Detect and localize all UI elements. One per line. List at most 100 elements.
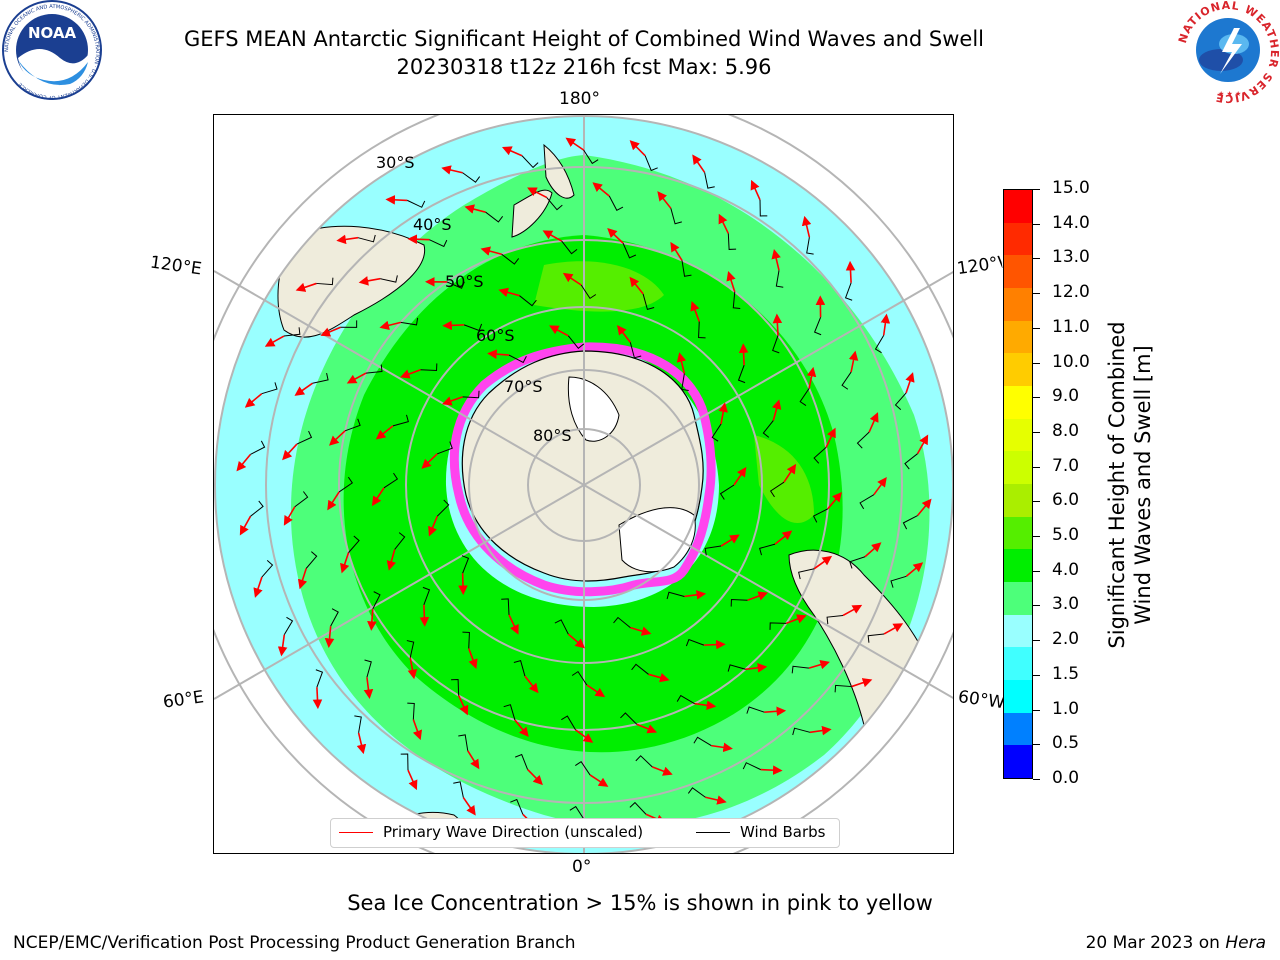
lat-label-80s: 80°S bbox=[533, 426, 572, 445]
wind-barb bbox=[644, 155, 658, 172]
wind-barb bbox=[704, 545, 722, 556]
colorbar-tick bbox=[1033, 327, 1040, 329]
wind-barb bbox=[503, 704, 516, 721]
colorbar-tick-label: 1.5 bbox=[1052, 663, 1080, 684]
wave-direction-arrow bbox=[806, 366, 817, 389]
wave-direction-arrow bbox=[457, 695, 469, 716]
footer-branch: NCEP/EMC/Verification Post Processing Pr… bbox=[13, 933, 576, 953]
wave-direction-arrow bbox=[562, 272, 582, 286]
lon-label-60w: 60°W bbox=[956, 686, 1005, 714]
wave-direction-arrow bbox=[277, 634, 288, 657]
colorbar-tick-label: 3.0 bbox=[1052, 594, 1080, 615]
wind-barb bbox=[462, 631, 470, 649]
colorbar-cell bbox=[1004, 385, 1032, 419]
wind-barb bbox=[681, 373, 689, 391]
lat-label-50s: 50°S bbox=[445, 272, 484, 291]
wind-barb bbox=[250, 440, 266, 455]
wave-direction-arrow bbox=[629, 140, 646, 157]
lon-label-0: 0° bbox=[572, 857, 592, 877]
colorbar-cell bbox=[1004, 320, 1032, 354]
wind-barb bbox=[759, 199, 768, 217]
wind-barb bbox=[775, 270, 784, 288]
wave-direction-arrow bbox=[774, 530, 793, 545]
wave-direction-arrow bbox=[607, 228, 624, 244]
wave-direction-arrow bbox=[636, 723, 658, 734]
wave-direction-arrow bbox=[827, 492, 842, 510]
wind-barb bbox=[400, 753, 409, 771]
wave-direction-arrow bbox=[905, 562, 924, 577]
colorbar-tick-label: 13.0 bbox=[1052, 247, 1090, 268]
wave-direction-arrow bbox=[524, 675, 539, 694]
colorbar bbox=[1003, 189, 1033, 779]
colorbar-cell bbox=[1004, 451, 1032, 484]
wind-barb bbox=[730, 599, 748, 607]
wind-barb bbox=[546, 197, 563, 211]
lat-label-40s: 40°S bbox=[413, 215, 452, 234]
legend-wave-swatch bbox=[339, 832, 373, 833]
wave-direction-arrow bbox=[565, 137, 585, 151]
wind-barb bbox=[348, 535, 360, 553]
wave-direction-arrow bbox=[498, 287, 520, 298]
wind-barb bbox=[629, 801, 647, 815]
wave-direction-arrow bbox=[441, 165, 463, 175]
colorbar-tick-label: 11.0 bbox=[1052, 316, 1090, 337]
colorbar-tick bbox=[1033, 258, 1040, 260]
wave-direction-arrow bbox=[567, 633, 586, 649]
wind-barb bbox=[841, 371, 852, 390]
wind-barb bbox=[501, 598, 510, 615]
wind-barb bbox=[296, 430, 313, 445]
wind-barb bbox=[400, 317, 419, 326]
chart-subtitle: 20230318 t12z 216h fcst Max: 5.96 bbox=[396, 55, 772, 79]
wind-barb bbox=[631, 663, 649, 675]
wind-barb bbox=[567, 335, 585, 350]
wave-direction-arrow bbox=[813, 555, 833, 570]
wave-direction-arrow bbox=[692, 154, 706, 173]
wind-barb bbox=[283, 616, 294, 635]
colorbar-cell bbox=[1004, 614, 1032, 648]
wave-direction-arrow bbox=[467, 750, 480, 770]
wave-direction-arrow bbox=[239, 515, 252, 536]
colorbar-tick bbox=[1033, 605, 1040, 607]
colorbar-cell bbox=[1004, 549, 1032, 582]
sea-ice-edge bbox=[449, 342, 716, 597]
wave-direction-arrow bbox=[407, 234, 430, 245]
wave-direction-arrow bbox=[711, 742, 733, 753]
wave-direction-arrow bbox=[367, 609, 377, 631]
wind-barb bbox=[366, 364, 383, 374]
lon-label-60e: 60°E bbox=[161, 687, 206, 713]
colorbar-tick bbox=[1033, 709, 1040, 711]
wave-direction-arrow bbox=[442, 320, 465, 331]
svg-text:★ ★ ★: ★ ★ ★ bbox=[1218, 90, 1241, 98]
wave-direction-arrow bbox=[575, 729, 594, 743]
wave-direction-arrow bbox=[294, 382, 313, 396]
wind-barb bbox=[676, 694, 695, 705]
wind-barb bbox=[383, 472, 399, 489]
colorbar-tick-label: 7.0 bbox=[1052, 455, 1080, 476]
colorbar-tick bbox=[1033, 501, 1040, 503]
wave-direction-arrow bbox=[589, 774, 609, 787]
wave-direction-arrow bbox=[845, 260, 856, 283]
wind-barb bbox=[554, 619, 569, 635]
wind-barb bbox=[894, 392, 907, 410]
wave-direction-arrow bbox=[783, 463, 797, 483]
wind-barb bbox=[826, 614, 844, 625]
wind-barb bbox=[693, 736, 712, 747]
colorbar-tick bbox=[1033, 431, 1040, 433]
wind-barbs bbox=[250, 149, 918, 821]
colorbar-tick bbox=[1033, 362, 1040, 364]
wind-barb bbox=[698, 321, 706, 339]
wave-direction-arrow bbox=[253, 576, 263, 598]
wind-barb bbox=[513, 660, 526, 677]
wind-barb bbox=[849, 556, 866, 569]
wind-barb bbox=[711, 423, 722, 442]
wave-direction-arrow bbox=[297, 568, 308, 590]
wind-barb bbox=[620, 712, 638, 725]
wind-barb bbox=[571, 670, 588, 686]
wind-barb bbox=[420, 363, 438, 371]
wind-barb bbox=[485, 211, 504, 223]
wave-direction-arrow bbox=[412, 719, 422, 741]
noaa-wordmark: NOAA bbox=[28, 24, 77, 42]
wave-direction-arrow bbox=[464, 204, 486, 214]
chart-title: GEFS MEAN Antarctic Significant Height o… bbox=[183, 27, 985, 51]
noaa-logo: NOAA NATIONAL OCEANIC AND ATMOSPHERIC AD… bbox=[0, 0, 104, 104]
